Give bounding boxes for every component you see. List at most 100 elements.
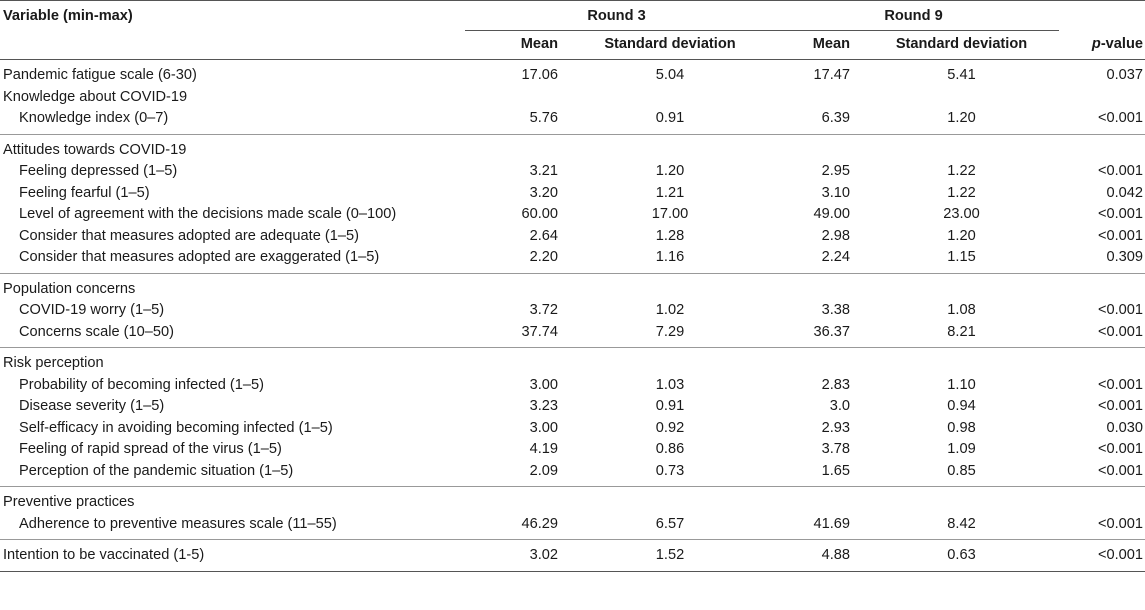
table-row: Preventive practices	[0, 487, 1145, 514]
cell-r9-sd: 5.41	[947, 67, 976, 83]
row-label: Knowledge index (0–7)	[0, 108, 465, 135]
cell-r9-sd: 23.00	[943, 206, 980, 222]
cell-r3-sd: 6.57	[558, 513, 768, 540]
row-label: Self-efficacy in avoiding becoming infec…	[19, 419, 333, 436]
cell-r3-sd: 0.86	[655, 441, 685, 457]
cell-r3-mean: 3.23	[529, 398, 558, 414]
table-row: Knowledge index (0–7) 5.76 0.91 6.39 1.20 <0.…	[0, 108, 1145, 135]
row-label: Pandemic fatigue scale (6-30)	[3, 67, 197, 83]
cell-r9-mean	[768, 273, 850, 300]
cell-r9-mean: 2.95	[821, 163, 850, 179]
table-row: Probability of becoming infected (1–5) 3.…	[0, 375, 1145, 397]
cell-p-value: <0.001	[1097, 206, 1143, 222]
cell-r3-sd: 1.21	[655, 184, 685, 201]
cell-p-value: 0.037	[1106, 67, 1143, 83]
cell-r3-mean: 2.20	[465, 247, 558, 274]
cell-r9-mean: 3.78	[821, 441, 850, 457]
cell-p-value: <0.001	[1059, 108, 1145, 135]
cell-r3-sd: 0.73	[558, 460, 768, 487]
cell-r9-sd: 0.63	[850, 539, 1059, 572]
cell-r3-mean: 2.64	[529, 227, 558, 244]
cell-r9-mean: 1.65	[768, 460, 850, 487]
table-row: Intention to be vaccinated (1-5) 3.02 1.52…	[0, 539, 1145, 572]
header-row-1: Variable (min-max) Round 3 Round 9	[0, 0, 1145, 31]
cell-r9-sd: 0.94	[947, 398, 976, 414]
row-label: Concerns scale (10–50)	[0, 321, 465, 348]
cell-r3-sd	[558, 134, 768, 161]
cell-p-value: <0.001	[1059, 460, 1145, 487]
cell-p-value	[1059, 348, 1145, 375]
cell-r9-mean: 36.37	[768, 321, 850, 348]
cell-r3-sd: 0.91	[558, 108, 768, 135]
cell-r9-mean: 17.47	[813, 67, 850, 83]
header-round-3: Round 3	[465, 0, 768, 31]
cell-r3-sd: 5.04	[655, 67, 685, 83]
cell-p-value	[1059, 87, 1145, 109]
header-p-suffix: -value	[1100, 36, 1143, 52]
cell-r3-mean	[465, 273, 558, 300]
row-label: Consider that measures adopted are exagg…	[0, 247, 465, 274]
cell-r3-sd: 7.29	[558, 321, 768, 348]
cell-p-value: 0.042	[1106, 184, 1143, 201]
cell-r9-mean	[768, 87, 850, 109]
row-label: Knowledge about COVID-19	[3, 88, 188, 105]
row-label: Attitudes towards COVID-19	[3, 141, 187, 158]
row-label: Probability of becoming infected (1–5)	[19, 376, 264, 393]
cell-r3-mean: 5.76	[465, 108, 558, 135]
cell-r9-sd: 8.21	[850, 321, 1059, 348]
cell-p-value: <0.001	[1059, 539, 1145, 572]
cell-r9-sd: 1.20	[850, 108, 1059, 135]
cell-r3-mean	[465, 134, 558, 161]
cell-r3-mean: 4.19	[529, 441, 558, 457]
cell-r3-sd: 1.03	[655, 376, 685, 393]
header-r9-sd: Standard deviation	[895, 36, 1028, 53]
table-row: Consider that measures adopted are adequ…	[0, 226, 1145, 248]
cell-p-value	[1059, 487, 1145, 514]
cell-r9-mean: 3.10	[821, 184, 850, 201]
cell-r9-sd: 1.22	[947, 163, 976, 179]
cell-r9-mean: 3.0	[829, 398, 850, 414]
table-row: COVID-19 worry (1–5) 3.72 1.02 3.38 1.08 <0.0…	[0, 300, 1145, 322]
cell-p-value: 0.030	[1106, 419, 1143, 436]
cell-p-value: <0.001	[1059, 321, 1145, 348]
table-row: Level of agreement with the decisions ma…	[0, 204, 1145, 226]
cell-r3-mean: 17.06	[521, 67, 558, 83]
cell-p-value: <0.001	[1059, 513, 1145, 540]
row-label: Population concerns	[3, 280, 136, 297]
cell-r3-sd	[558, 273, 768, 300]
row-label: Intention to be vaccinated (1-5)	[0, 539, 465, 572]
cell-r9-sd: 8.42	[850, 513, 1059, 540]
cell-r9-mean: 2.98	[821, 227, 850, 244]
cell-r9-sd: 1.20	[947, 227, 976, 244]
cell-p-value: <0.001	[1097, 398, 1143, 414]
cell-r9-sd	[850, 348, 1059, 375]
header-r3-mean: Mean	[520, 36, 558, 53]
cell-r9-mean: 4.88	[768, 539, 850, 572]
header-row-2: Mean Standard deviation Mean Standard de…	[0, 31, 1145, 60]
table-row: Knowledge about COVID-19	[0, 87, 1145, 109]
row-label: Feeling of rapid spread of the virus (1–…	[19, 441, 282, 457]
row-label: COVID-19 worry (1–5)	[19, 302, 165, 318]
cell-r3-sd: 1.02	[655, 302, 685, 318]
table-row: Feeling fearful (1–5) 3.20 1.21 3.10 1.22 0.0…	[0, 183, 1145, 205]
table-row: Adherence to preventive measures scale (…	[0, 513, 1145, 540]
cell-r3-sd: 0.91	[655, 398, 685, 414]
row-label: Feeling fearful (1–5)	[19, 184, 150, 201]
cell-r9-sd: 0.98	[947, 419, 976, 436]
cell-r9-sd	[850, 487, 1059, 514]
cell-r3-mean: 3.72	[529, 302, 558, 318]
cell-r3-sd	[558, 487, 768, 514]
cell-r3-mean	[465, 487, 558, 514]
cell-p-value	[1059, 273, 1145, 300]
table-row: Feeling depressed (1–5) 3.21 1.20 2.95 1.22 <…	[0, 161, 1145, 183]
cell-r9-mean	[768, 487, 850, 514]
cell-r3-mean: 3.02	[465, 539, 558, 572]
cell-r3-sd: 1.52	[558, 539, 768, 572]
cell-r9-sd	[850, 87, 1059, 109]
header-round-9: Round 9	[768, 0, 1059, 31]
cell-r3-sd: 17.00	[651, 206, 689, 222]
header-blank	[1059, 1, 1145, 31]
cell-p-value: <0.001	[1097, 441, 1143, 457]
cell-r9-mean: 49.00	[813, 206, 850, 222]
table-row: Attitudes towards COVID-19	[0, 134, 1145, 161]
